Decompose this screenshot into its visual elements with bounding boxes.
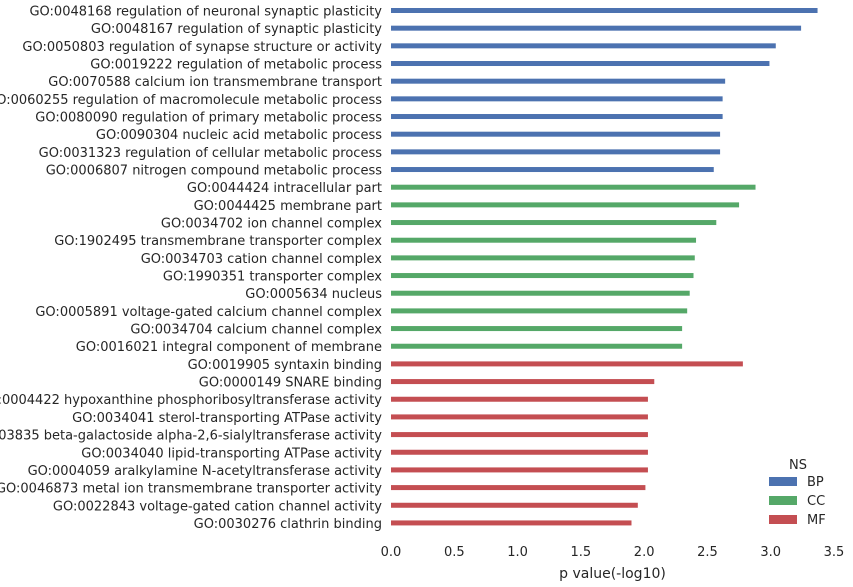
bar-mf: [391, 432, 648, 438]
bar-bp: [391, 8, 818, 13]
bar-cc: [391, 308, 688, 314]
bar-cc: [391, 326, 683, 332]
bar-cc: [391, 290, 690, 296]
legend-label-mf: MF: [807, 513, 826, 528]
legend-swatch-cc: [769, 496, 797, 505]
legend-swatch-bp: [769, 477, 797, 486]
category-label: GO:0044424 intracellular part: [187, 181, 382, 196]
bar-mf: [391, 379, 655, 385]
bar-cc: [391, 237, 697, 243]
x-tick-label: 1.0: [507, 545, 528, 560]
category-label: GO:0016021 integral component of membran…: [76, 340, 382, 355]
category-label: GO:0019222 regulation of metabolic proce…: [90, 58, 382, 73]
category-label: GO:0048167 regulation of synaptic plasti…: [91, 22, 382, 37]
category-label: GO:0031323 regulation of cellular metabo…: [39, 146, 383, 161]
bar-mf: [391, 396, 648, 402]
x-tick-label: 3.0: [760, 545, 781, 560]
bar-bp: [391, 96, 723, 102]
category-label: GO:0044425 membrane part: [194, 199, 382, 214]
category-label: GO:0006807 nitrogen compound metabolic p…: [46, 164, 383, 179]
x-tick-label: 2.5: [697, 545, 718, 560]
bar-bp: [391, 114, 723, 120]
category-label: GO:1902495 transmembrane transporter com…: [54, 234, 382, 249]
x-tick-label: 2.0: [634, 545, 655, 560]
bar-mf: [391, 449, 648, 455]
category-label: GO:0060255 regulation of macromolecule m…: [0, 93, 382, 108]
bar-bp: [391, 61, 770, 67]
category-label: GO:0034703 cation channel complex: [141, 252, 383, 267]
legend-label-cc: CC: [807, 494, 825, 509]
bar-mf: [391, 502, 638, 508]
category-label: GO:0034704 calcium channel complex: [130, 323, 382, 338]
category-label: GO:0048168 regulation of neuronal synapt…: [29, 5, 382, 20]
bar-cc: [391, 273, 694, 279]
category-label: GO:1990351 transporter complex: [163, 270, 382, 285]
x-axis-ticks: 0.0 0.5 1.0 1.5 2.0 2.5 3.0 3.5: [381, 545, 845, 560]
legend-title: NS: [789, 458, 807, 473]
category-labels: GO:0048168 regulation of neuronal synapt…: [0, 5, 382, 532]
category-label: GO:0019905 syntaxin binding: [188, 358, 382, 373]
bar-cc: [391, 220, 717, 226]
category-label: GO:0034702 ion channel complex: [161, 217, 382, 232]
legend-items: BP CC MF: [769, 475, 826, 528]
category-label: GO:0090304 nucleic acid metabolic proces…: [96, 128, 382, 143]
x-axis-label: p value(-log10): [559, 566, 666, 582]
category-label: GO:0034041 sterol-transporting ATPase ac…: [72, 411, 382, 426]
category-label: GO:0070588 calcium ion transmembrane tra…: [48, 75, 382, 90]
legend-swatch-mf: [769, 515, 797, 524]
bar-mf: [391, 485, 646, 491]
bar-mf: [391, 467, 648, 473]
legend: NS BP CC MF: [769, 458, 826, 528]
category-label: GO:0080090 regulation of primary metabol…: [35, 111, 382, 126]
bar-cc: [391, 202, 740, 208]
x-tick-label: 3.5: [824, 545, 845, 560]
category-label: GO:0004422 hypoxanthine phosphoribosyltr…: [0, 393, 382, 408]
bar-bp: [391, 78, 726, 84]
x-tick-label: 0.0: [381, 545, 402, 560]
category-label: GO:0030276 clathrin binding: [194, 517, 382, 532]
category-label: GO:0005891 voltage-gated calcium channel…: [35, 305, 382, 320]
bar-mf: [391, 361, 743, 367]
bar-bp: [391, 43, 776, 49]
category-label: GO:0034040 lipid-transporting ATPase act…: [81, 446, 382, 461]
category-label: GO:0000149 SNARE binding: [199, 376, 382, 391]
bar-cc: [391, 255, 695, 261]
legend-label-bp: BP: [807, 475, 824, 490]
category-label: GO:0050803 regulation of synapse structu…: [22, 40, 382, 55]
category-label: GO:0005634 nucleus: [245, 287, 382, 302]
bar-mf: [391, 520, 632, 526]
bar-mf: [391, 414, 648, 420]
category-label: GO:0003835 beta-galactoside alpha-2,6-si…: [0, 429, 382, 444]
bars-layer: [391, 8, 818, 526]
category-label: GO:0004059 aralkylamine N-acetyltransfer…: [28, 464, 383, 479]
bar-bp: [391, 25, 802, 31]
bar-cc: [391, 184, 756, 190]
x-tick-label: 0.5: [444, 545, 465, 560]
category-label: GO:0022843 voltage-gated cation channel …: [53, 499, 382, 514]
bar-bp: [391, 131, 721, 137]
category-label: GO:0046873 metal ion transmembrane trans…: [0, 482, 382, 497]
bar-bp: [391, 167, 714, 173]
bar-cc: [391, 343, 683, 349]
bar-bp: [391, 149, 721, 155]
x-tick-label: 1.5: [571, 545, 592, 560]
